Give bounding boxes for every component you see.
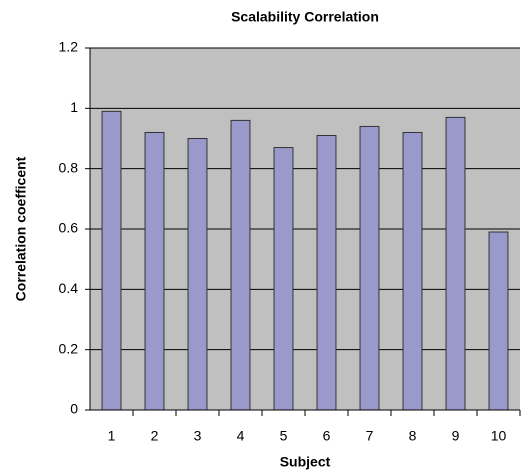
bar (187, 138, 208, 411)
x-axis-title: Subject (280, 454, 331, 470)
y-tick-label: 1.2 (59, 39, 79, 55)
y-tick-label: 0.4 (59, 280, 79, 296)
bar (144, 131, 165, 411)
bar (316, 134, 337, 411)
x-tick-label: 5 (280, 428, 288, 444)
y-tick-label: 0 (70, 401, 78, 417)
y-tick-label: 0.2 (59, 340, 79, 356)
bar (273, 147, 294, 411)
x-tick-label: 2 (151, 428, 159, 444)
bar (359, 125, 380, 411)
x-tick-label: 10 (491, 428, 507, 444)
y-axis-title: Correlation coefficent (13, 156, 29, 301)
bar (445, 116, 466, 411)
x-tick-label: 3 (194, 428, 202, 444)
bar (402, 131, 423, 411)
x-tick-label: 4 (237, 428, 245, 444)
x-tick-label: 7 (366, 428, 374, 444)
y-tick-label: 0.8 (59, 159, 79, 175)
y-tick-label: 1 (70, 99, 78, 115)
x-tick-label: 9 (452, 428, 460, 444)
x-tick-label: 6 (323, 428, 331, 444)
y-tick-label: 0.6 (59, 220, 79, 236)
bar (101, 110, 122, 411)
x-tick-label: 8 (409, 428, 417, 444)
x-tick-label: 1 (108, 428, 116, 444)
bar (488, 231, 509, 411)
chart-title: Scalability Correlation (231, 9, 379, 25)
bar (230, 119, 251, 411)
